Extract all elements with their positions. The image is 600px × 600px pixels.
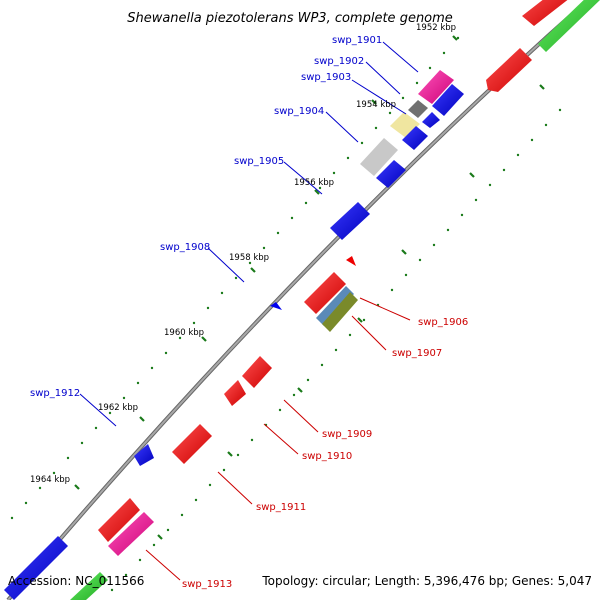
- kbp-ticks: [74, 35, 545, 540]
- scale-dots-outer: [110, 108, 562, 592]
- gene-swp-1912[interactable]: [134, 444, 154, 466]
- leader-lines: [79, 41, 419, 581]
- gene-arrow-blue[interactable]: [422, 112, 440, 128]
- gene-swp-1907[interactable]: [316, 286, 354, 326]
- genome-stats-text: Topology: circular; Length: 5,396,476 bp…: [261, 574, 592, 588]
- gene-swp-1911[interactable]: [172, 424, 212, 464]
- gene-arrow-green[interactable]: [538, 0, 600, 52]
- gene-label-swp-1912[interactable]: swp_1912: [30, 388, 80, 399]
- gene-label-swp-1911[interactable]: swp_1911: [256, 502, 306, 513]
- gene-swp-1907b[interactable]: [322, 292, 358, 332]
- kbp-label: 1962 kbp: [98, 403, 138, 413]
- kbp-label: 1960 kbp: [164, 328, 204, 338]
- kbp-label: 1952 kbp: [416, 23, 456, 33]
- gene-swp-1906[interactable]: [304, 272, 346, 314]
- gene-label-swp-1905[interactable]: swp_1905: [234, 156, 284, 167]
- gene-label-swp-1903[interactable]: swp_1903: [301, 72, 351, 83]
- gene-arrow-blue[interactable]: [376, 160, 406, 188]
- gene-label-swp-1902[interactable]: swp_1902: [314, 56, 364, 67]
- kbp-label: 1956 kbp: [294, 178, 334, 188]
- gene-label-swp-1908[interactable]: swp_1908: [160, 242, 210, 253]
- gene-small-red[interactable]: [346, 256, 356, 266]
- gene-label-swp-1913[interactable]: swp_1913: [182, 579, 232, 590]
- gene-arrow-red[interactable]: [522, 0, 570, 26]
- gene-label-swp-1909[interactable]: swp_1909: [322, 429, 372, 440]
- gene-swp-1901[interactable]: [418, 70, 454, 104]
- gene-swp-1909[interactable]: [242, 356, 272, 388]
- gene-swp-1910[interactable]: [224, 380, 246, 406]
- gene-label-swp-1904[interactable]: swp_1904: [274, 106, 324, 117]
- gene-label-swp-1906[interactable]: swp_1906: [418, 317, 468, 328]
- gene-arrow-blue[interactable]: [330, 202, 370, 240]
- gene-arrow-red[interactable]: [486, 48, 532, 92]
- kbp-label: 1958 kbp: [229, 253, 269, 263]
- gene-label-swp-1901[interactable]: swp_1901: [332, 35, 382, 46]
- gene-arrow-green[interactable]: [70, 572, 108, 600]
- gene-swp-1903[interactable]: [408, 100, 428, 118]
- kbp-label: 1964 kbp: [30, 475, 70, 485]
- gene-label-swp-1910[interactable]: swp_1910: [302, 451, 352, 462]
- accession-text: Accession: NC_011566: [8, 574, 144, 588]
- gene-swp-1908[interactable]: [270, 302, 282, 310]
- map-title: Shewanella piezotolerans WP3, complete g…: [127, 11, 453, 26]
- scale-dots-inner: [10, 36, 460, 520]
- gene-arrow-blue[interactable]: [402, 126, 428, 150]
- gene-arrow-blue[interactable]: [4, 536, 68, 600]
- kbp-label: 1954 kbp: [356, 100, 396, 110]
- genes: [4, 0, 600, 600]
- gene-swp-1913[interactable]: [108, 512, 154, 556]
- gene-swp-1905[interactable]: [360, 138, 398, 176]
- gene-swp-1913a[interactable]: [98, 498, 140, 542]
- gene-label-swp-1907[interactable]: swp_1907: [392, 348, 442, 359]
- gene-swp-1902[interactable]: [432, 84, 464, 116]
